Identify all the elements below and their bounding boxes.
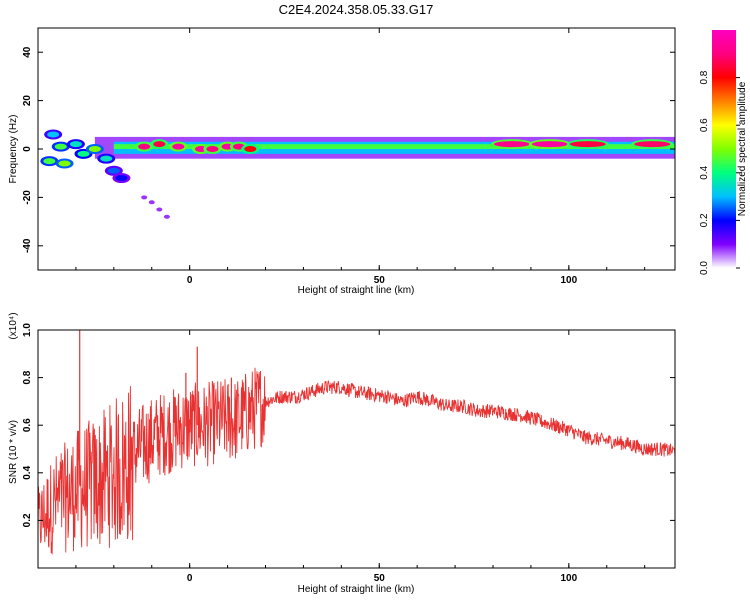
colorbar-label: Normalized spectral amplitude [737, 81, 748, 216]
spectral-blob [169, 141, 188, 152]
tail-point [141, 195, 148, 200]
band-core [113, 144, 676, 149]
spectral-blob [104, 165, 123, 176]
spectrogram-x-axis-label: Height of straight line (km) [298, 285, 415, 296]
tail-point [163, 214, 170, 219]
spectral-blob [566, 139, 609, 150]
spectrogram-panel: 0 50 100 -40 -20 0 20 40 Height of straight li… [8, 27, 676, 296]
y-tick-label: 0.6 [22, 418, 33, 432]
x-tick-label: 50 [374, 573, 386, 584]
spectral-blob [203, 144, 222, 154]
colorbar-tick-label: 0.8 [699, 70, 710, 84]
y-tick-label: 20 [22, 95, 33, 107]
snr-series-layer [37, 330, 676, 555]
snr-panel: 0 50 100 0.2 0.4 0.6 0.8 1.0 Height of straigh… [8, 312, 676, 595]
x-tick-label: 0 [187, 275, 193, 286]
y-tick-label: -20 [22, 190, 33, 205]
spectral-blob [528, 139, 571, 150]
colorbar-tick-label: 0.0 [699, 261, 710, 275]
spectral-blob [40, 156, 59, 167]
x-tick-label: 0 [187, 573, 193, 584]
colorbar-tick-label: 0.4 [699, 165, 710, 179]
spectral-blob [55, 158, 74, 169]
colorbar-tick-label: 0.6 [699, 118, 710, 132]
x-tick-label: 100 [560, 275, 577, 286]
spectral-blob [97, 153, 116, 164]
snr-y-multiplier: (x10⁴) [8, 312, 19, 339]
chart-title: C2E4.2024.358.05.33.G17 [279, 2, 434, 17]
colorbar-tick-label: 0.2 [699, 213, 710, 227]
spectral-blob [66, 139, 85, 150]
spectrogram-heat-layer [40, 129, 676, 219]
y-tick-label: 0 [22, 146, 33, 152]
tail-point [156, 207, 163, 212]
spectrogram-y-ticks: -40 -20 0 20 40 [22, 46, 675, 253]
tail-point [148, 200, 155, 205]
y-tick-label: 40 [22, 46, 33, 58]
y-tick-label: 1.0 [22, 323, 33, 337]
y-tick-label: 0.8 [22, 370, 33, 384]
spectral-blob [241, 144, 260, 154]
spectral-blob [135, 141, 154, 152]
spectrogram-x-ticks: 0 50 100 [37, 28, 646, 286]
spectral-blob [490, 139, 533, 150]
spectral-blob [150, 139, 169, 150]
snr-y-ticks: 0.2 0.4 0.6 0.8 1.0 [22, 323, 675, 527]
x-tick-label: 50 [374, 275, 386, 286]
spectrogram-y-axis-label: Frequency (Hz) [8, 115, 19, 184]
snr-x-ticks: 0 50 100 [37, 330, 646, 584]
y-tick-label: 0.4 [22, 465, 33, 479]
snr-x-axis-label: Height of straight line (km) [298, 584, 415, 595]
spectral-blob [44, 129, 63, 140]
snr-frame [37, 329, 676, 569]
spectral-blob [51, 141, 70, 152]
spectral-blob [112, 173, 131, 184]
spectral-blob [631, 139, 674, 150]
colorbar: 0.0 0.2 0.4 0.6 0.8 Normalized spectral ampl… [699, 30, 748, 275]
spectral-blob [85, 144, 104, 154]
x-tick-label: 100 [560, 573, 577, 584]
colorbar-gradient [712, 30, 736, 268]
colorbar-ticks: 0.0 0.2 0.4 0.6 0.8 [699, 70, 740, 275]
y-tick-label: -40 [22, 238, 33, 253]
snr-series-line [37, 367, 676, 555]
snr-y-axis-label: SNR (10 * v/v) [8, 420, 19, 484]
y-tick-label: 0.2 [22, 513, 33, 527]
